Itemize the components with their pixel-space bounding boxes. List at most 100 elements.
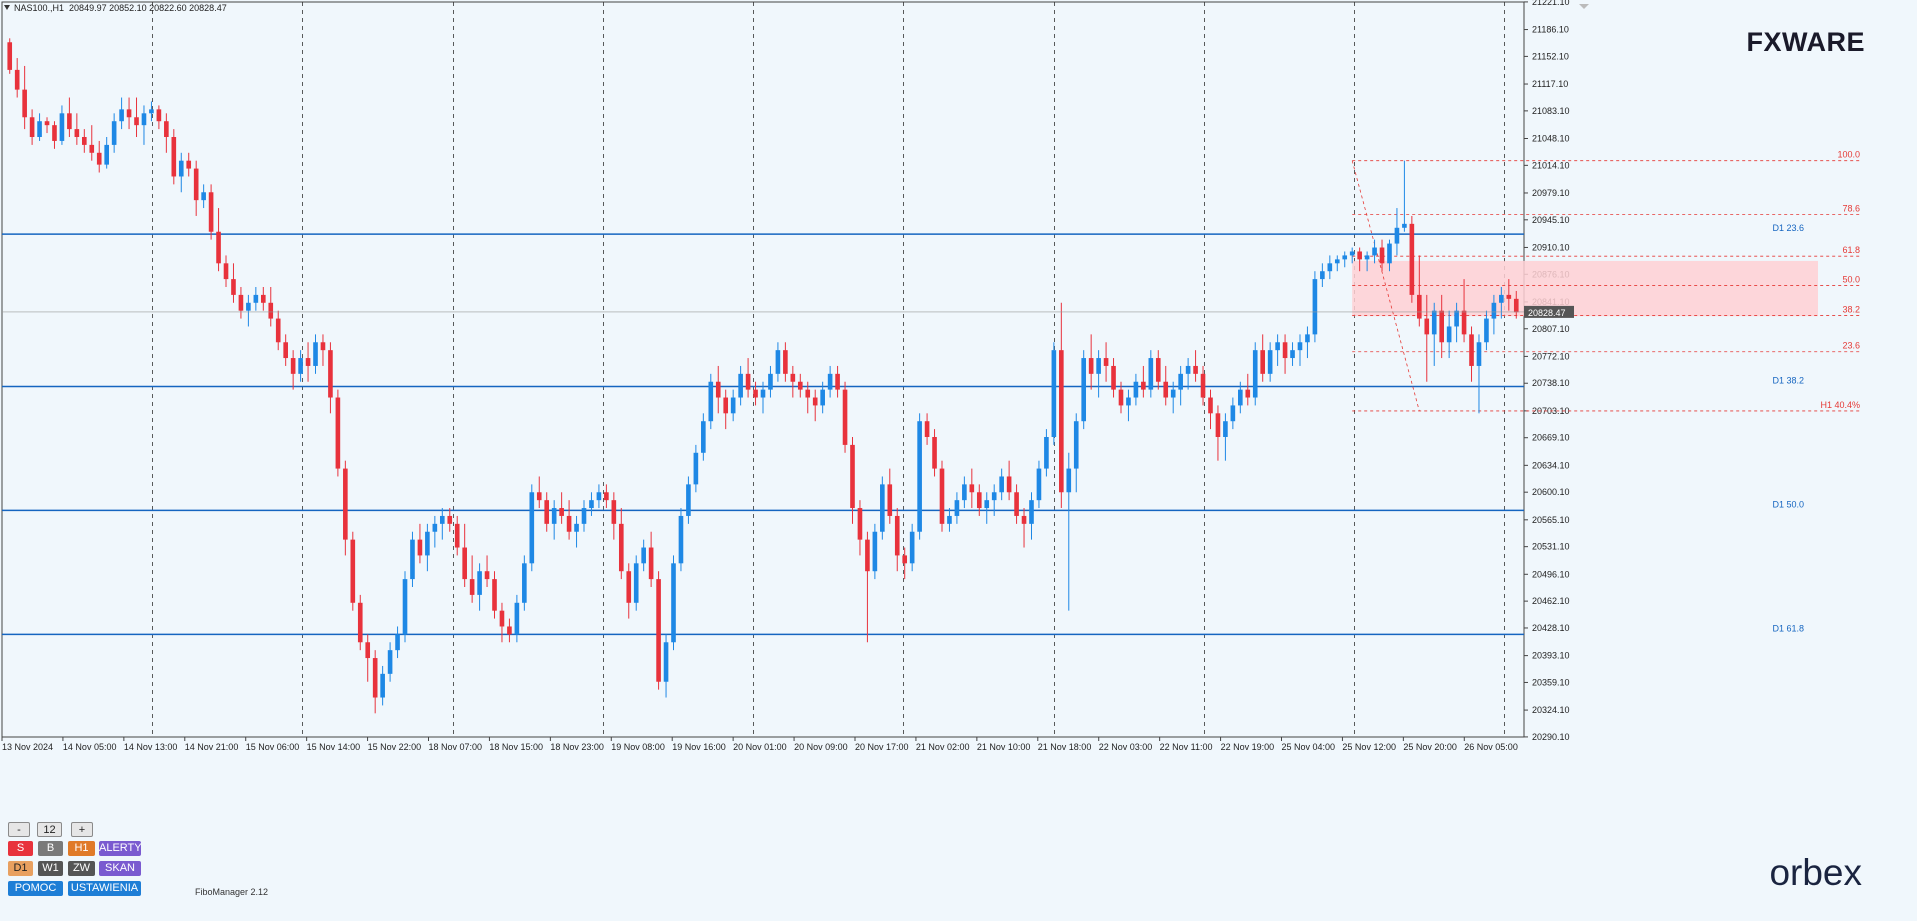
candle-body	[962, 484, 967, 501]
support-label: D1 23.6	[1772, 223, 1804, 233]
candle-body	[387, 650, 393, 674]
period-value[interactable]: 12	[37, 822, 62, 837]
support-label: D1 61.8	[1772, 623, 1804, 633]
candle-body	[1409, 223, 1415, 295]
plot-frame	[1, 1, 1525, 738]
candle-body	[633, 563, 639, 603]
candle-body	[1148, 358, 1154, 390]
skan-button[interactable]: SKAN	[99, 861, 141, 876]
alerty-button[interactable]: ALERTY	[99, 841, 142, 856]
candle-body	[1163, 381, 1169, 398]
pomoc-button[interactable]: POMOC	[8, 881, 63, 896]
candle-body	[134, 117, 139, 126]
candle-body	[641, 547, 646, 564]
candle-body	[991, 492, 997, 501]
candle-body	[193, 168, 199, 201]
symbol-label: NAS100.,H1	[14, 3, 65, 13]
candle-body	[432, 523, 438, 532]
w1-button[interactable]: W1	[38, 861, 63, 876]
x-tick-label: 20 Nov 17:00	[855, 742, 909, 752]
candle-body	[246, 302, 251, 311]
candle-body	[1282, 342, 1288, 359]
candle-body	[544, 500, 550, 524]
candle-body	[1155, 358, 1161, 382]
y-tick-label: 20496.10	[1532, 569, 1570, 579]
candle-body	[149, 109, 154, 114]
candle-body	[1014, 492, 1019, 516]
b-button[interactable]: B	[38, 841, 63, 856]
candle-body	[1446, 326, 1452, 343]
support-label: D1 50.0	[1772, 499, 1804, 509]
candle-body	[514, 602, 520, 635]
d1-button[interactable]: D1	[8, 861, 33, 876]
candle-body	[574, 523, 579, 532]
candle-body	[865, 539, 870, 572]
candle-body	[790, 373, 796, 382]
x-tick-label: 15 Nov 22:00	[368, 742, 422, 752]
candle-body	[1297, 342, 1303, 351]
s-button[interactable]: S	[8, 841, 33, 856]
candle-body	[783, 350, 788, 374]
chart-header: NAS100.,H1 20849.97 20852.10 20822.60 20…	[14, 3, 227, 13]
candle-body	[835, 373, 840, 390]
candle-body	[22, 89, 27, 118]
plus-button[interactable]: +	[71, 822, 93, 837]
candle-body	[402, 579, 408, 635]
candle-body	[320, 342, 326, 351]
fib-trendline	[1351, 160, 1420, 412]
x-tick-label: 14 Nov 21:00	[185, 742, 239, 752]
candle-body	[1484, 318, 1489, 343]
candle-body	[216, 231, 221, 264]
candle-body	[768, 373, 773, 390]
candle-body	[723, 397, 729, 414]
candle-body	[939, 468, 945, 524]
candle-body	[1193, 365, 1198, 374]
candle-body	[932, 437, 937, 469]
candle-body	[126, 109, 132, 118]
x-tick-label: 14 Nov 13:00	[124, 742, 178, 752]
y-tick-label: 20600.10	[1532, 487, 1570, 497]
shift-marker-icon	[1579, 4, 1589, 9]
candle-body	[924, 421, 930, 437]
candle-body	[1006, 476, 1012, 493]
candle-body	[850, 444, 855, 509]
candle-body	[1185, 365, 1191, 374]
y-tick-label: 21083.10	[1532, 106, 1570, 116]
ustawienia-button[interactable]: USTAWIENIA	[68, 881, 141, 896]
candle-body	[201, 192, 206, 201]
y-tick-label: 21117.10	[1532, 79, 1568, 89]
candle-body	[1103, 358, 1109, 366]
candle-body	[604, 492, 609, 501]
candle-body	[753, 389, 758, 398]
candle-body	[14, 69, 20, 90]
candle-body	[1439, 310, 1445, 343]
collapse-arrow-icon[interactable]	[4, 5, 10, 10]
candle-body	[902, 555, 908, 564]
candle-body	[29, 117, 35, 137]
y-tick-label: 20565.10	[1532, 515, 1570, 525]
zw-button[interactable]: ZW	[68, 861, 95, 876]
candle-body	[1036, 468, 1042, 501]
y-tick-label: 20393.10	[1532, 651, 1570, 661]
candle-body	[1088, 358, 1094, 374]
fib-zone	[1352, 260, 1818, 317]
candle-body	[1424, 318, 1430, 335]
minus-button[interactable]: -	[8, 822, 30, 837]
y-tick-label: 21221.10	[1532, 0, 1570, 7]
candle-body	[111, 121, 117, 145]
y-tick-label: 21152.10	[1532, 51, 1569, 61]
candle-body	[529, 492, 535, 564]
h1-button[interactable]: H1	[68, 841, 95, 856]
candle-body	[686, 484, 691, 516]
candle-body	[1364, 255, 1370, 260]
candle-body	[760, 389, 766, 398]
x-tick-label: 13 Nov 2024	[2, 742, 53, 752]
y-tick-label: 20634.10	[1532, 460, 1570, 470]
y-tick-label: 20462.10	[1532, 596, 1570, 606]
ohlc-values: 20849.97 20852.10 20822.60 20828.47	[69, 3, 227, 13]
candle-body	[1238, 389, 1243, 406]
x-tick-label: 18 Nov 23:00	[550, 742, 604, 752]
candle-body	[507, 626, 512, 635]
candle-body	[343, 468, 348, 540]
